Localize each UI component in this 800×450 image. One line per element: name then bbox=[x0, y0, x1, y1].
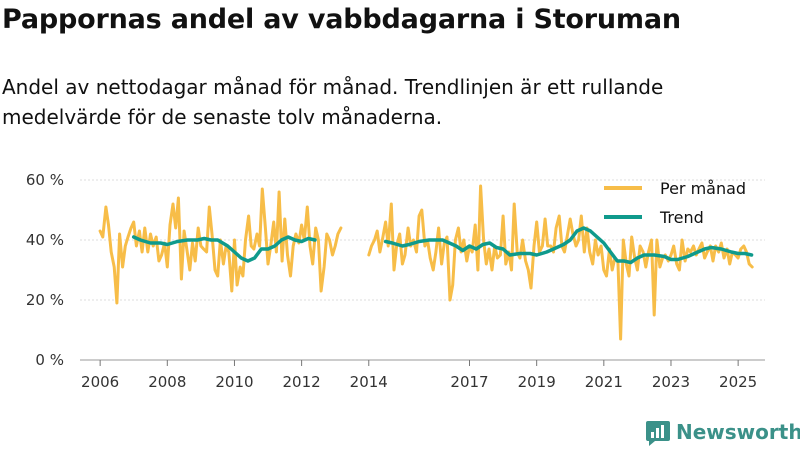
y-tick-label: 20 % bbox=[26, 291, 64, 309]
y-tick-label: 60 % bbox=[26, 171, 64, 189]
x-tick-label: 2014 bbox=[350, 373, 388, 391]
x-tick-label: 2023 bbox=[652, 373, 690, 391]
x-tick-label: 2025 bbox=[719, 373, 757, 391]
y-tick-label: 40 % bbox=[26, 231, 64, 249]
newsworthy-logo-icon bbox=[646, 421, 670, 446]
x-tick-label: 2010 bbox=[215, 373, 253, 391]
brand-name: Newsworthy bbox=[676, 420, 800, 444]
x-tick-label: 2012 bbox=[283, 373, 321, 391]
x-tick-label: 2008 bbox=[148, 373, 186, 391]
x-tick-label: 2019 bbox=[518, 373, 556, 391]
x-tick-label: 2021 bbox=[585, 373, 623, 391]
chart-title: Pappornas andel av vabbdagarna i Storuma… bbox=[2, 4, 681, 35]
chart-subtitle: Andel av nettodagar månad för månad. Tre… bbox=[2, 75, 664, 129]
series-line-per-manad bbox=[98, 184, 754, 341]
series-line-trend bbox=[131, 226, 754, 265]
legend-label-per-manad: Per månad bbox=[660, 179, 746, 198]
legend-label-trend: Trend bbox=[659, 208, 704, 227]
x-tick-label: 2017 bbox=[450, 373, 488, 391]
y-tick-label: 0 % bbox=[35, 351, 64, 369]
x-tick-label: 2006 bbox=[81, 373, 119, 391]
